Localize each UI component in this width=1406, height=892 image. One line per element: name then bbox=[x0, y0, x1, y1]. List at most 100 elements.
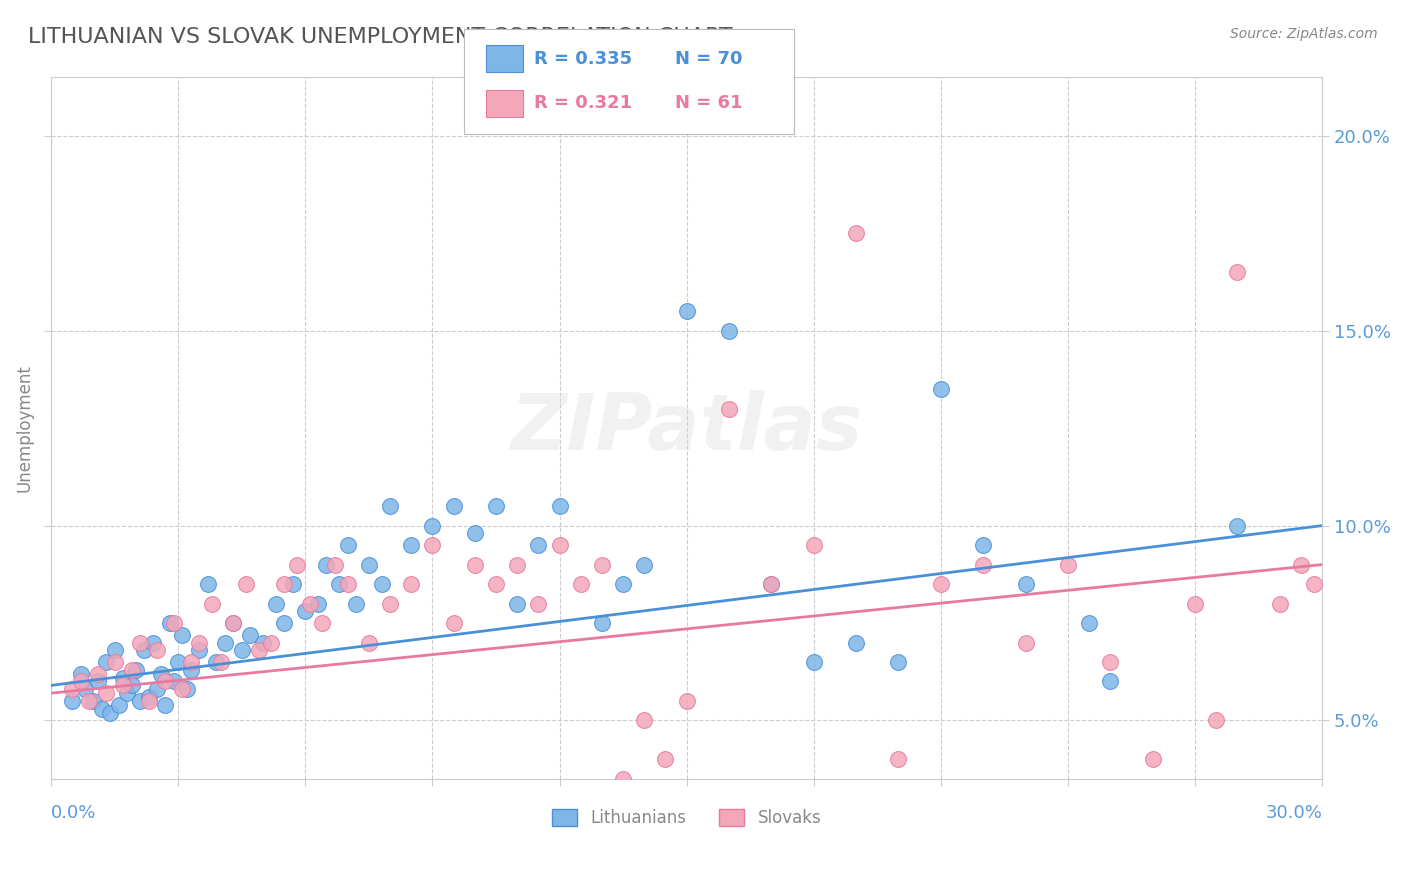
Point bbox=[138, 690, 160, 704]
Point bbox=[612, 577, 634, 591]
Point bbox=[548, 538, 571, 552]
Point bbox=[315, 558, 337, 572]
Point bbox=[527, 597, 550, 611]
Point bbox=[548, 499, 571, 513]
Point bbox=[86, 674, 108, 689]
Point bbox=[443, 615, 465, 630]
Point bbox=[803, 538, 825, 552]
Point bbox=[69, 674, 91, 689]
Point bbox=[336, 538, 359, 552]
Point bbox=[633, 558, 655, 572]
Point bbox=[104, 655, 127, 669]
Point bbox=[142, 635, 165, 649]
Point bbox=[506, 597, 529, 611]
Point bbox=[422, 538, 444, 552]
Point bbox=[761, 577, 783, 591]
Point bbox=[94, 686, 117, 700]
Point bbox=[1268, 597, 1291, 611]
Point bbox=[150, 666, 173, 681]
Point bbox=[172, 628, 194, 642]
Point bbox=[591, 558, 613, 572]
Point bbox=[138, 694, 160, 708]
Point bbox=[112, 671, 135, 685]
Point bbox=[100, 706, 122, 720]
Point bbox=[1226, 518, 1249, 533]
Point bbox=[129, 694, 152, 708]
Point bbox=[591, 615, 613, 630]
Point bbox=[155, 674, 177, 689]
Point bbox=[675, 694, 697, 708]
Text: 30.0%: 30.0% bbox=[1265, 804, 1322, 822]
Point bbox=[485, 577, 508, 591]
Point bbox=[197, 577, 219, 591]
Point bbox=[357, 635, 380, 649]
Point bbox=[399, 538, 422, 552]
Point bbox=[1205, 714, 1227, 728]
Point bbox=[121, 663, 143, 677]
Point bbox=[1184, 597, 1206, 611]
Point bbox=[569, 577, 592, 591]
Text: N = 61: N = 61 bbox=[675, 95, 742, 112]
Point bbox=[239, 628, 262, 642]
Point bbox=[1226, 265, 1249, 279]
Point bbox=[231, 643, 253, 657]
Point bbox=[167, 655, 190, 669]
Point bbox=[378, 597, 401, 611]
Point bbox=[1078, 615, 1101, 630]
Legend: Lithuanians, Slovaks: Lithuanians, Slovaks bbox=[546, 802, 828, 834]
Y-axis label: Unemployment: Unemployment bbox=[15, 364, 32, 492]
Point bbox=[104, 643, 127, 657]
Point bbox=[1014, 635, 1036, 649]
Point bbox=[612, 772, 634, 786]
Text: R = 0.321: R = 0.321 bbox=[534, 95, 633, 112]
Point bbox=[633, 714, 655, 728]
Point bbox=[222, 615, 245, 630]
Point bbox=[294, 604, 316, 618]
Point bbox=[82, 694, 104, 708]
Point bbox=[307, 597, 329, 611]
Point bbox=[188, 635, 211, 649]
Point bbox=[887, 752, 910, 766]
Point bbox=[311, 615, 333, 630]
Point bbox=[146, 682, 169, 697]
Point bbox=[125, 663, 148, 677]
Point bbox=[506, 558, 529, 572]
Point bbox=[399, 577, 422, 591]
Point bbox=[1142, 752, 1164, 766]
Point bbox=[273, 615, 295, 630]
Point bbox=[761, 577, 783, 591]
Text: ZIPatlas: ZIPatlas bbox=[510, 390, 863, 467]
Point bbox=[69, 666, 91, 681]
Point bbox=[1099, 655, 1122, 669]
Point bbox=[887, 655, 910, 669]
Point bbox=[929, 577, 952, 591]
Point bbox=[717, 401, 740, 416]
Point bbox=[323, 558, 346, 572]
Point bbox=[972, 558, 994, 572]
Point bbox=[134, 643, 156, 657]
Point bbox=[298, 597, 321, 611]
Point bbox=[328, 577, 350, 591]
Point bbox=[117, 686, 139, 700]
Point bbox=[336, 577, 359, 591]
Point bbox=[654, 752, 676, 766]
Text: LITHUANIAN VS SLOVAK UNEMPLOYMENT CORRELATION CHART: LITHUANIAN VS SLOVAK UNEMPLOYMENT CORREL… bbox=[28, 27, 733, 46]
Point bbox=[527, 538, 550, 552]
Point bbox=[1302, 577, 1324, 591]
Point bbox=[972, 538, 994, 552]
Point bbox=[73, 682, 96, 697]
Point bbox=[146, 643, 169, 657]
Point bbox=[108, 698, 131, 712]
Point bbox=[214, 635, 236, 649]
Point bbox=[344, 597, 367, 611]
Point bbox=[172, 682, 194, 697]
Point bbox=[929, 382, 952, 396]
Point bbox=[370, 577, 392, 591]
Point bbox=[60, 694, 83, 708]
Point bbox=[252, 635, 274, 649]
Point bbox=[180, 655, 202, 669]
Text: N = 70: N = 70 bbox=[675, 50, 742, 68]
Point bbox=[1099, 674, 1122, 689]
Point bbox=[260, 635, 283, 649]
Point bbox=[378, 499, 401, 513]
